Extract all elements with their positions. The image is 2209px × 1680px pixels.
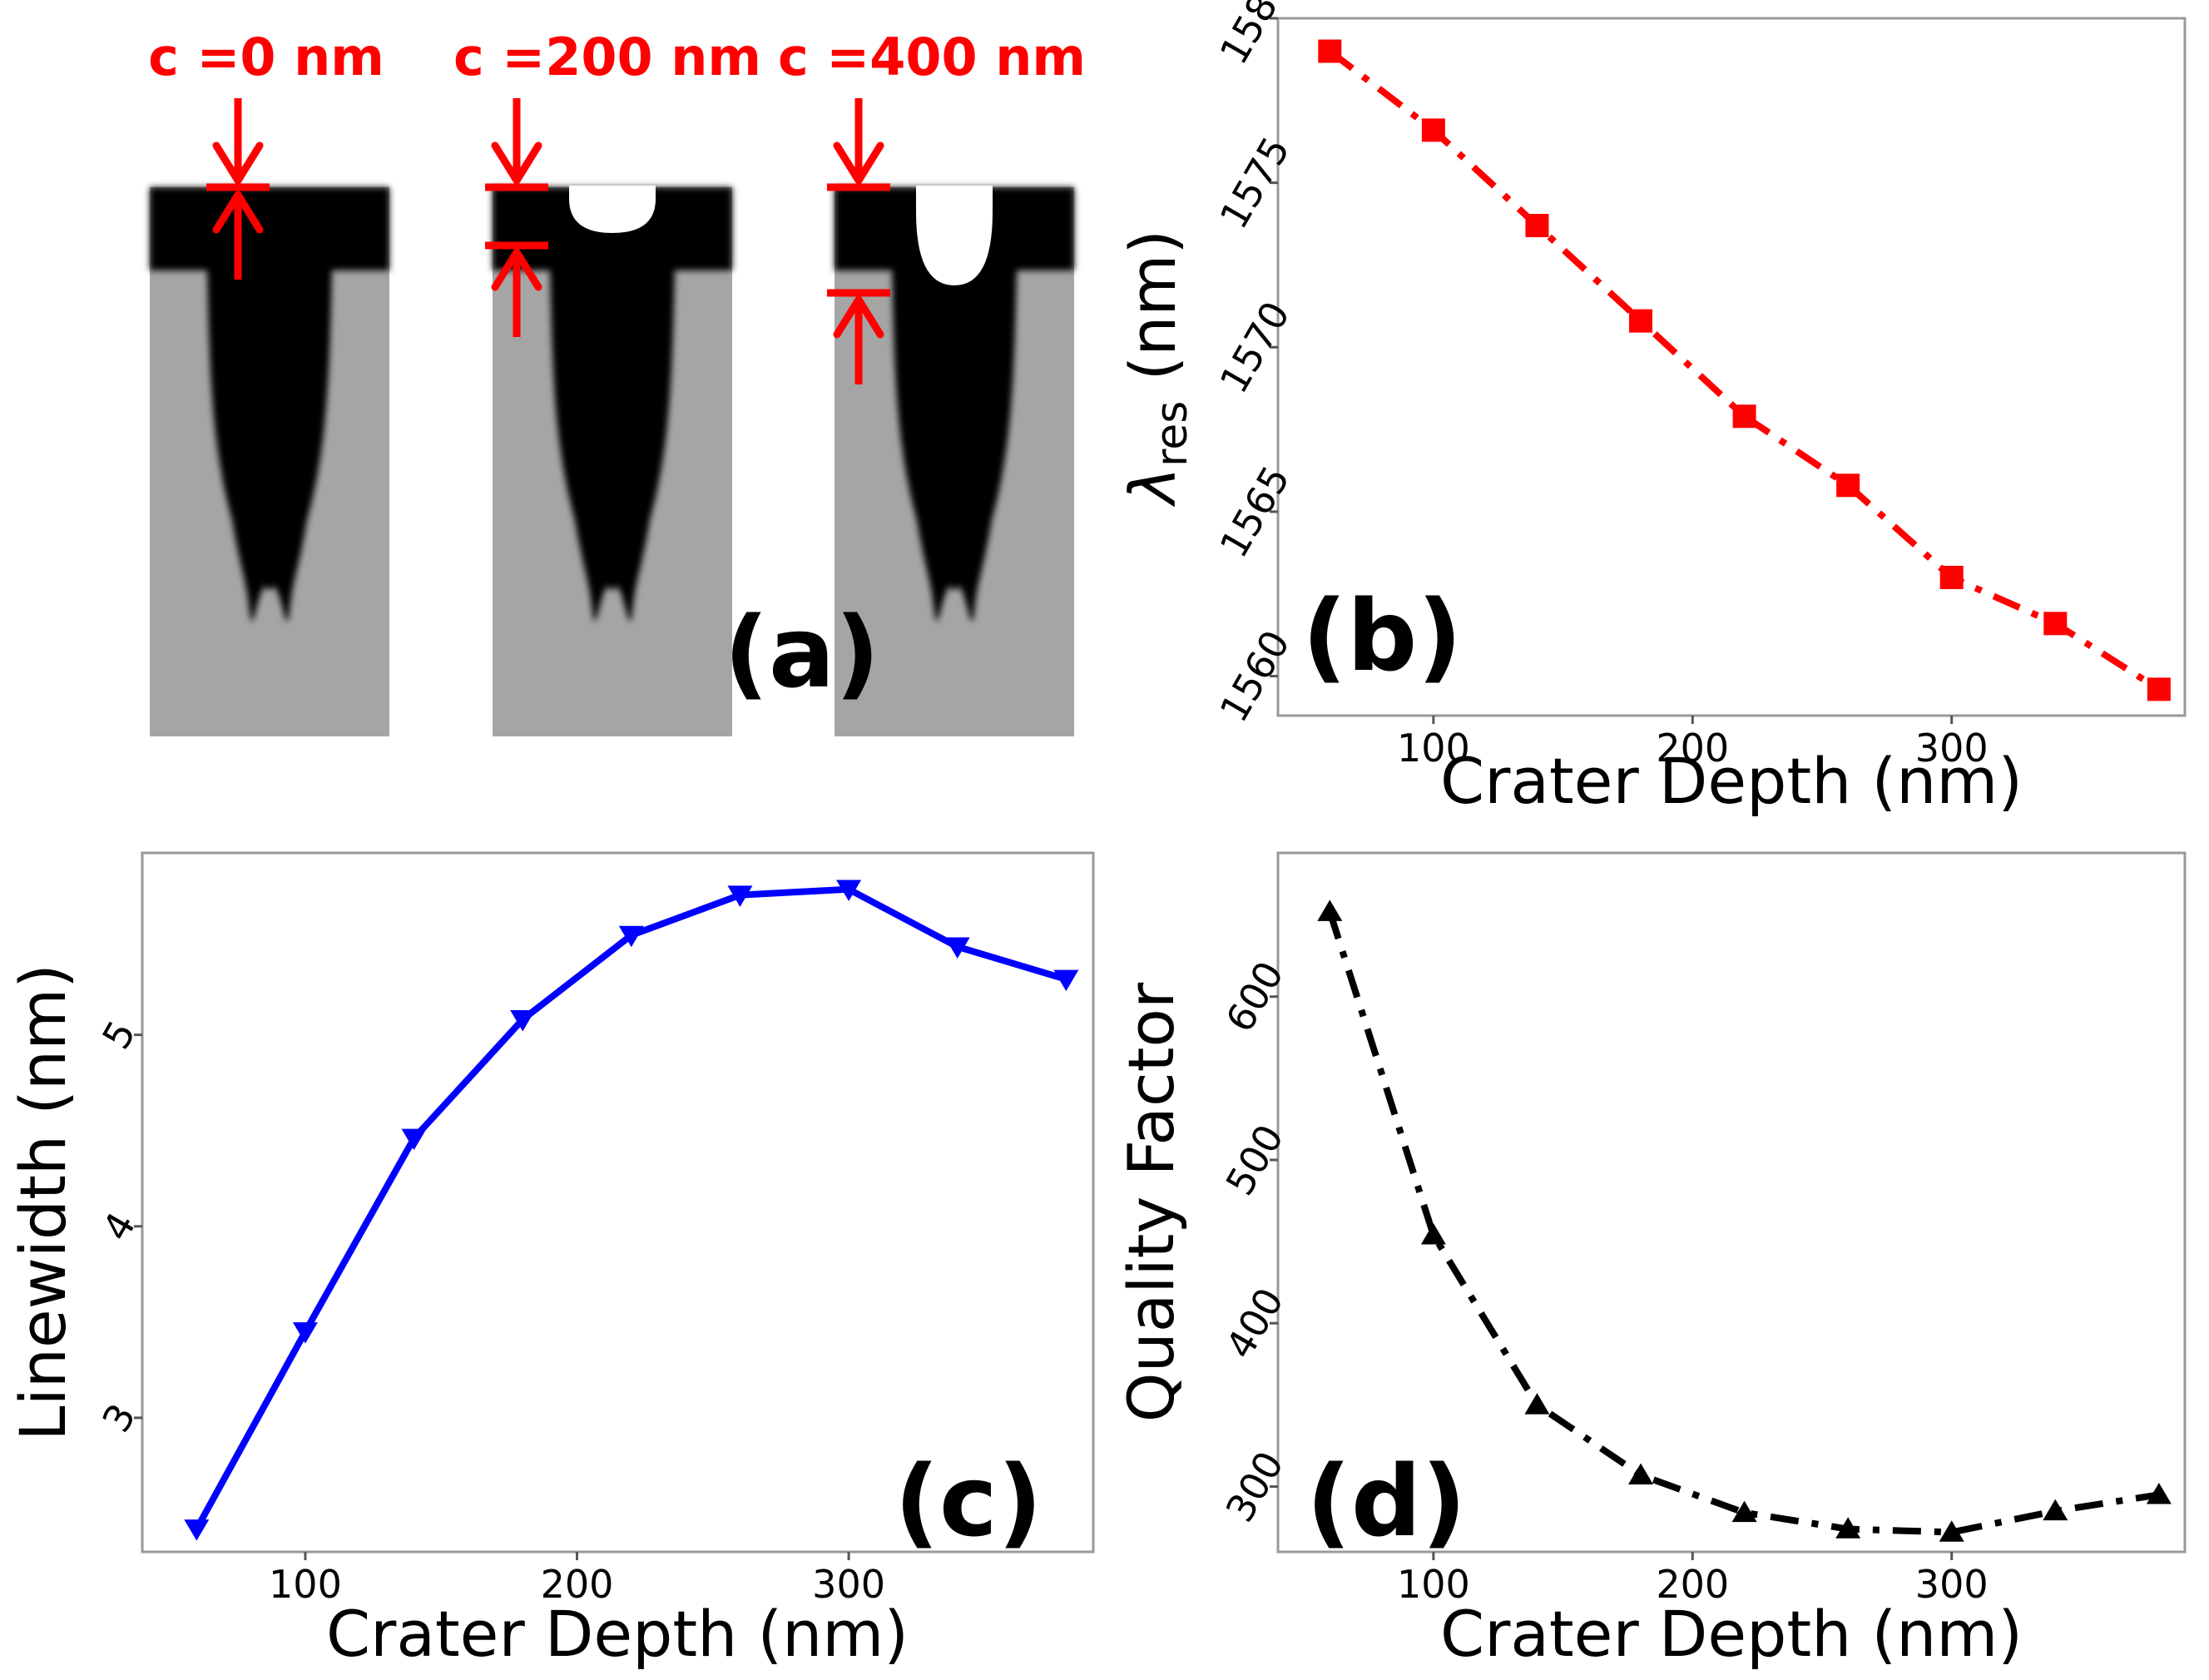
panel-b-data-point (1318, 39, 1342, 63)
panel-c-data-point (836, 880, 862, 901)
panel-b-y-tick-label: 1560 (1211, 622, 1298, 729)
panel-d-data-point (1420, 1223, 1446, 1245)
panel-d-data-point (2146, 1483, 2172, 1504)
panel-d-data-point (1628, 1463, 1653, 1485)
crater-depth-label: c =0 nm (148, 27, 384, 87)
panel-d-y-tick-label: 600 (1217, 954, 1293, 1039)
panel-b-x-tick-label: 100 (1397, 726, 1470, 771)
panel-c-data-point (184, 1519, 210, 1541)
panel-d-x-axis-label: Crater Depth (nm) (1440, 1597, 2023, 1671)
panel-b-x-axis-label: Crater Depth (nm) (1440, 744, 2023, 818)
waveguide-core (493, 187, 732, 622)
tip-body (919, 379, 989, 591)
panel-b-data-point (1525, 214, 1549, 238)
panel-c-x-tick-label: 300 (812, 1562, 885, 1607)
panel-c-data-point (510, 1009, 536, 1032)
panel-c-x-tick-label: 200 (541, 1562, 614, 1607)
panel-b-y-tick-label: 1575 (1211, 129, 1298, 235)
waveguide-core (150, 187, 389, 622)
panel-b-data-point (2147, 677, 2171, 701)
panel-d-x-tick-label: 200 (1656, 1562, 1729, 1607)
down-arrow-head (833, 141, 884, 185)
panel-d-data-point (1731, 1500, 1757, 1523)
panel-c-linewidth-chart: 100 200 300 3 4 5 Crater Depth (nm) Linewidth… (6, 851, 1095, 1671)
panel-b-data-point (1732, 404, 1756, 429)
up-arrow-head (491, 248, 542, 291)
panel-c-series-line (193, 885, 1067, 1531)
panel-d-data-point (1835, 1517, 1861, 1539)
panel-b-y-axis-label: λres (nm) (1116, 230, 1197, 508)
crater (569, 186, 656, 233)
panel-d-x-tick-label: 100 (1397, 1562, 1470, 1607)
panel-c-frame (141, 851, 1095, 1554)
panel-c-data-point (727, 885, 753, 907)
panel-c-data-point (401, 1128, 427, 1151)
panel-c-x-axis-label: Crater Depth (nm) (326, 1597, 909, 1671)
panel-d-y-tick-label: 400 (1217, 1281, 1293, 1366)
top-slab (150, 187, 389, 270)
crater-depth-label: c =200 nm (453, 27, 761, 87)
panel-c-y-tick-label: 3 (93, 1396, 144, 1440)
up-arrow-head (212, 191, 264, 234)
panel-c-y-tick-label: 5 (93, 1013, 144, 1056)
panel-d-series-line (1326, 910, 2160, 1536)
tip-body (235, 379, 305, 591)
panel-c-x-tick-label: 100 (269, 1562, 342, 1607)
tip-body (577, 379, 647, 591)
panel-b-y-tick-label: 1570 (1211, 294, 1298, 400)
panel-d-y-axis-label: Quality Factor (1114, 982, 1188, 1422)
panel-b-resonance-chart: 100 200 300 1560 1565 1570 1575 1580 Crater Dep… (1116, 0, 2187, 818)
panel-d-x-tick-label: 300 (1915, 1562, 1989, 1607)
panel-d-data-point (1939, 1520, 1964, 1542)
panel-b-frame (1276, 17, 2187, 717)
panel-c-data-point (944, 937, 970, 959)
up-arrow-head (833, 295, 884, 339)
panel-b-label: (b) (1302, 578, 1462, 693)
down-arrow-head (491, 141, 542, 185)
panel-d-data-point (2043, 1499, 2068, 1521)
panel-c-data-point (618, 925, 644, 948)
panel-c-data-point (292, 1322, 318, 1344)
cross-section: c =400 nm (778, 27, 1086, 736)
down-arrow-head (212, 141, 264, 185)
cross-section: c =0 nm (148, 27, 389, 736)
waveguide-core (835, 187, 1074, 622)
panel-d-frame (1276, 851, 2187, 1554)
panel-b-data-point (2043, 612, 2068, 636)
panel-a-label: (a) (724, 595, 880, 710)
crater-depth-label: c =400 nm (778, 27, 1086, 87)
panel-b-y-tick-label: 1580 (1211, 0, 1298, 72)
cross-section: c =200 nm (453, 27, 761, 736)
panel-b-data-point (1629, 309, 1652, 333)
panel-b-x-tick-label: 200 (1656, 726, 1729, 771)
panel-c-y-axis-label: Linewidth (nm) (6, 964, 80, 1441)
panel-d-y-tick-label: 300 (1217, 1444, 1293, 1529)
panel-d-data-point (1317, 899, 1343, 921)
panel-d-y-tick-label: 500 (1217, 1117, 1293, 1202)
panel-b-data-point (1939, 565, 1964, 589)
panel-b-y-tick-label: 1565 (1211, 458, 1298, 565)
crater (916, 186, 993, 285)
panel-a-cross-sections: c =0 nm c =200 nm c =400 nm (a) (148, 27, 1086, 736)
panel-c-y-tick-label: 4 (93, 1205, 144, 1248)
panel-d-label: (d) (1306, 1444, 1466, 1559)
panel-b-data-point (1421, 118, 1445, 142)
panel-d-data-point (1524, 1393, 1550, 1415)
panel-b-data-point (1836, 473, 1860, 498)
panel-c-data-point (1053, 969, 1079, 992)
panel-b-x-tick-label: 300 (1915, 726, 1989, 771)
panel-c-label: (c) (894, 1444, 1043, 1559)
